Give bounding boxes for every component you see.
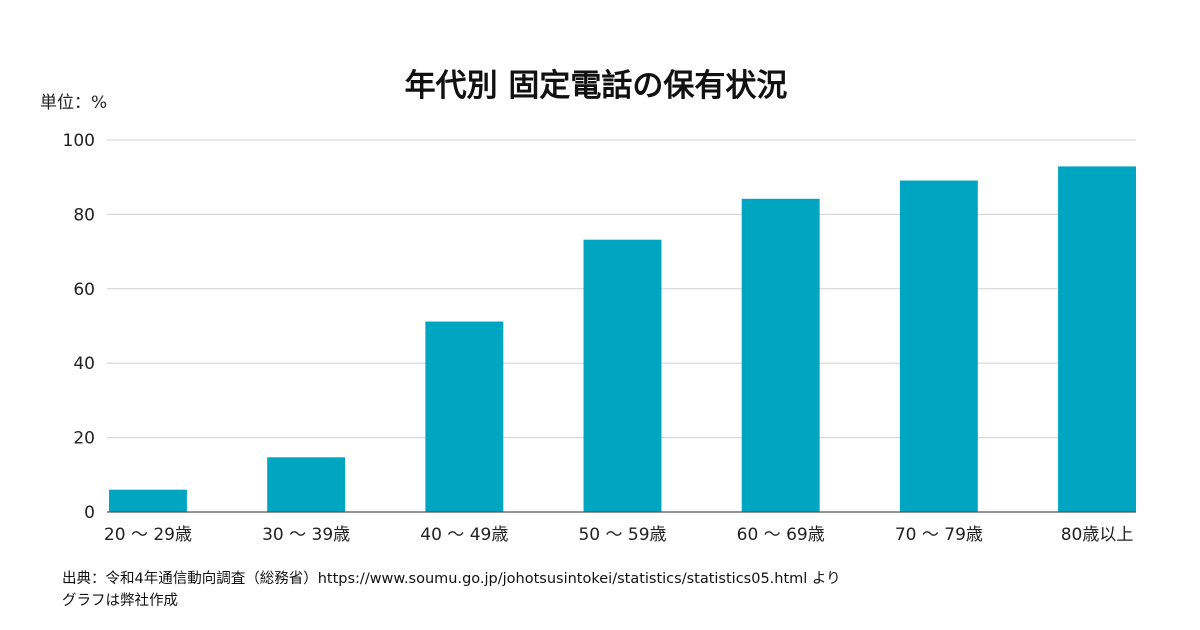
credit-note: グラフは弊社作成 [62, 592, 178, 609]
bars [109, 166, 1136, 513]
x-tick-label: 30 ～ 39歳 [262, 525, 350, 545]
y-tick-label: 80 [73, 205, 95, 225]
x-tick-label: 20 ～ 29歳 [104, 525, 192, 545]
x-tick-label: 50 ～ 59歳 [578, 525, 666, 545]
x-tick-label: 60 ～ 69歳 [737, 525, 825, 545]
bar [267, 457, 346, 512]
bar [899, 180, 978, 512]
bar [583, 239, 662, 513]
x-tick-label: 80歳以上 [1061, 525, 1134, 545]
chart-title: 年代別 固定電話の保有状況 [405, 68, 788, 104]
bar [425, 321, 504, 512]
y-tick-label: 60 [73, 280, 95, 300]
bar [741, 198, 820, 512]
x-axis-ticks: 20 ～ 29歳 30 ～ 39歳 40 ～ 49歳 50 ～ 59歳 60 ～ 69歳… [104, 525, 1133, 545]
source-note: 出典：令和4年通信動向調査（総務省）https://www.soumu.go.j… [62, 570, 841, 587]
x-tick-label: 40 ～ 49歳 [420, 525, 508, 545]
y-tick-label: 100 [63, 131, 95, 151]
y-tick-label: 40 [73, 354, 95, 374]
y-axis-ticks: 0 20 40 60 80 100 [63, 131, 95, 523]
bar [109, 489, 187, 512]
x-tick-label: 70 ～ 79歳 [895, 525, 983, 545]
bar [1058, 166, 1136, 513]
y-tick-label: 20 [73, 429, 95, 449]
unit-label: 単位：% [40, 93, 107, 113]
y-tick-label: 0 [84, 503, 95, 523]
